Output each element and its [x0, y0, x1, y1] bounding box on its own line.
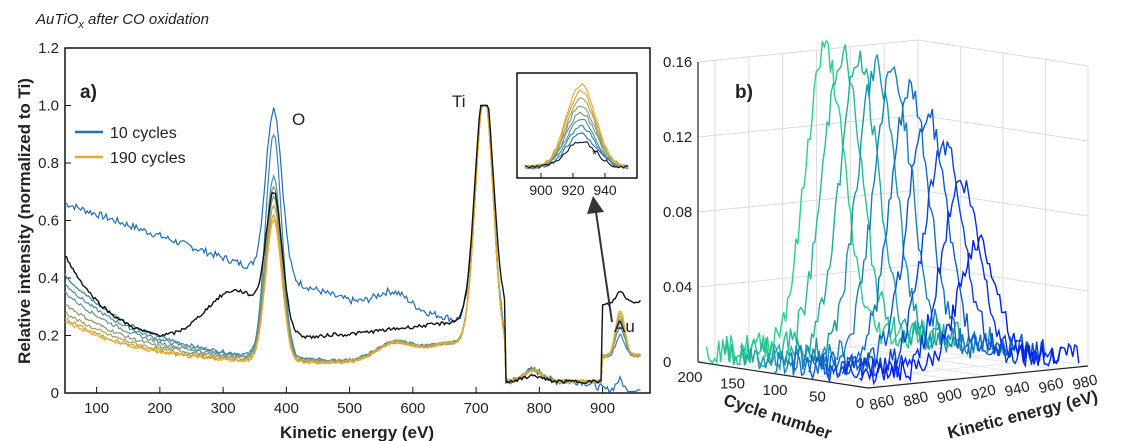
panel-b-spectrum-line	[859, 233, 1080, 386]
panel-a-xtick-label: 900	[590, 400, 615, 417]
panel-a-series-line	[64, 104, 642, 384]
panel-b-ztick-label: 0.16	[663, 54, 692, 71]
panel-a-ylabel: Relative intensity (normalized to Ti)	[15, 78, 34, 364]
panel-a-ytick-label: 0.6	[38, 213, 59, 230]
panel-b-xtick-label: 860	[868, 392, 896, 415]
panel-b-grid-line	[697, 114, 1089, 142]
panel-b-xtick-label: 880	[902, 388, 930, 411]
inset-arrow	[587, 196, 613, 323]
panel-b-spectrum-line	[790, 78, 1012, 377]
panel-b-ztick-label: 0.04	[663, 279, 692, 296]
panel-a-lines	[64, 104, 642, 393]
panel-b-xtick-label: 900	[935, 385, 963, 408]
panel-b-grid-line	[697, 264, 1089, 292]
panel-b-spectrum-line	[808, 109, 1029, 382]
panel-b-ticks: 0 0.04 0.08 0.12 0.16 860 880 900 920 940 960 980 0 5…	[663, 54, 1099, 414]
panel-b-ytick-label: 200	[677, 369, 702, 386]
panel-b-ztick-label: 0	[663, 354, 671, 371]
panel-a-xlabel: Kinetic energy (eV)	[280, 423, 434, 441]
peak-label-au: Au	[614, 317, 635, 336]
panel-b-spectrum-line	[739, 50, 961, 368]
panel-b-axis	[867, 365, 1089, 389]
panel-a-chart: 100 200 300 400 500 600 700 800 900 0 0.2 0.4 0.6 0.8…	[15, 40, 651, 441]
panel-b-xtick-label: 960	[1037, 375, 1065, 398]
panel-b-ytick-label: 50	[809, 389, 826, 406]
panel-b-ytick-label: 0	[856, 395, 864, 412]
panel-a-xtick-label: 400	[274, 400, 299, 417]
peak-label-ti: Ti	[452, 92, 466, 111]
panel-b-grid-line	[825, 359, 1046, 382]
panel-b-xtick-label: 920	[969, 381, 997, 404]
panel-b-grid-line	[697, 189, 1089, 217]
panel-b-spectrum-line	[722, 44, 944, 366]
legend-label-190-cycles: 190 cycles	[110, 150, 186, 167]
inset-xtick-label: 940	[593, 182, 617, 198]
panel-a-series-line	[64, 104, 641, 385]
inset-ticks: 900 920 940	[529, 173, 617, 198]
panel-b-spectrum-line	[841, 179, 1063, 378]
panel-b-ztick-label: 0.12	[663, 129, 692, 146]
panel-a-ticks: 100 200 300 400 500 600 700 800 900 0 0.2 0.4 0.6 0.8…	[38, 40, 615, 417]
panel-a-ytick-label: 0.4	[38, 270, 59, 287]
inset-xtick-label: 900	[529, 182, 553, 198]
panel-b-ytick-label: 150	[720, 376, 745, 393]
panel-a-label: a)	[80, 82, 97, 103]
panel-b-label: b)	[735, 82, 753, 103]
inset-series-line	[524, 82, 629, 170]
panel-b-ztick-label: 0.08	[663, 204, 692, 221]
inset-series-line	[524, 141, 629, 169]
panel-a-ytick-label: 0	[51, 385, 59, 402]
panel-b-chart: 0 0.04 0.08 0.12 0.16 860 880 900 920 940 960 980 0 5…	[663, 39, 1100, 441]
panel-a-xtick-label: 100	[84, 400, 109, 417]
panel-a-xtick-label: 600	[400, 400, 425, 417]
inset-annotation: *	[592, 147, 597, 162]
panel-a-xtick-label: 500	[337, 400, 362, 417]
panel-b-ytick-label: 100	[762, 382, 787, 399]
panel-a-xtick-label: 300	[211, 400, 236, 417]
panel-a-ytick-label: 1.0	[38, 98, 59, 115]
panel-a-xtick-label: 700	[464, 400, 489, 417]
panel-a-xtick-label: 800	[527, 400, 552, 417]
panel-b-axis	[697, 361, 869, 389]
peak-label-o: O	[292, 110, 305, 129]
inset-lines	[524, 82, 629, 170]
panel-b-xtick-label: 980	[1071, 371, 1099, 394]
panel-b-xtick-label: 940	[1003, 378, 1031, 401]
panel-a-ytick-label: 0.2	[38, 328, 59, 345]
inset-frame	[516, 72, 638, 179]
legend-label-10-cycles: 10 cycles	[110, 125, 177, 142]
panel-a-xtick-label: 200	[147, 400, 172, 417]
inset-xtick-label: 920	[561, 182, 585, 198]
panel-b-grid-line	[697, 39, 1089, 67]
panel-a-ytick-label: 0.8	[38, 155, 59, 172]
panel-a-inset: 900 920 940 *	[516, 72, 638, 198]
figure-title: AuTiOx after CO oxidation	[35, 11, 209, 31]
panel-b-lines	[705, 39, 1080, 386]
panel-a-legend: 10 cycles 190 cycles	[75, 125, 186, 167]
panel-a-ytick-label: 1.2	[38, 40, 59, 57]
panel-b-grid-line	[782, 352, 1004, 376]
panel-b-grid	[697, 39, 1089, 389]
